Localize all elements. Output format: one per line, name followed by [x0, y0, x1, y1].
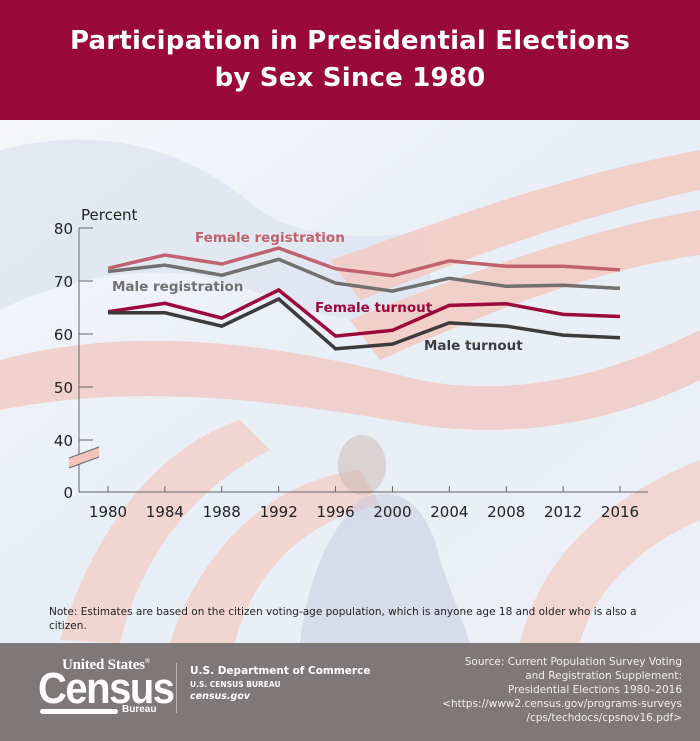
- y-tick-label: 40: [54, 432, 73, 450]
- axis-break-fill: [69, 447, 99, 468]
- source-citation: Source: Current Population Survey Voting…: [392, 655, 682, 725]
- x-tick-label: 2008: [487, 503, 525, 521]
- title-line-1: Participation in Presidential Elections: [70, 26, 630, 56]
- x-tick-label: 1992: [260, 503, 298, 521]
- series-lines: [107, 246, 621, 351]
- axis-break-mark: [68, 446, 100, 459]
- source-line: Source: Current Population Survey Voting: [464, 656, 682, 668]
- y-axis-title: Percent: [81, 206, 138, 224]
- x-tick-label: 1988: [203, 503, 241, 521]
- series-labels: Female registration Male registration Fema…: [112, 230, 523, 354]
- series-line-female-turnout: [107, 287, 621, 338]
- x-tick-label: 1996: [316, 503, 354, 521]
- source-url-line[interactable]: <https://www2.census.gov/programs-survey…: [442, 698, 682, 710]
- source-line: and Registration Supplement:: [525, 670, 682, 682]
- logo-census-wordmark: Census: [38, 665, 175, 713]
- series-line-male-turnout: [108, 296, 621, 351]
- source-url-line[interactable]: /cps/techdocs/cpsnov16.pdf>: [526, 712, 682, 724]
- axes: 0 40 50 60 70 80 Percent 1980 1984 1988 1992 1996 20…: [54, 206, 648, 521]
- x-tick-label: 1980: [89, 503, 127, 521]
- chart-title: Participation in Presidential Elections …: [70, 23, 630, 97]
- line-chart: 0 40 50 60 70 80 Percent 1980 1984 1988 1992 1996 20…: [0, 120, 700, 643]
- footnote: Note: Estimates are based on the citizen…: [49, 606, 637, 632]
- x-tick-label: 2012: [544, 503, 582, 521]
- y-tick-label: 70: [54, 273, 73, 291]
- department-name: U.S. Department of Commerce: [190, 665, 371, 677]
- x-tick-label: 1984: [146, 503, 184, 521]
- y-tick-label: 60: [54, 326, 73, 344]
- x-tick-label: 2004: [430, 503, 468, 521]
- chart-svg: 0 40 50 60 70 80 Percent 1980 1984 1988 1992 1996 20…: [54, 206, 648, 521]
- x-tick-label: 2000: [373, 503, 411, 521]
- logo-united-states: United States®: [62, 657, 150, 673]
- logo-underline: [40, 709, 118, 714]
- axis-break-mark: [68, 456, 100, 469]
- bureau-name: U.S. CENSUS BUREAU: [190, 680, 281, 689]
- series-label-female-turnout: Female turnout: [315, 300, 433, 316]
- y-tick-label: 50: [54, 379, 73, 397]
- title-banner: Participation in Presidential Elections …: [0, 0, 700, 120]
- y-tick-label: 0: [63, 484, 73, 502]
- series-label-male-registration: Male registration: [112, 279, 243, 295]
- y-tick-label: 80: [54, 220, 73, 238]
- title-line-2: by Sex Since 1980: [214, 63, 486, 93]
- x-tick-label: 2016: [601, 503, 639, 521]
- census-bureau-logo[interactable]: United States® Census Bureau: [38, 657, 175, 717]
- source-line: Presidential Elections 1980–2016: [508, 684, 682, 696]
- series-line-female-registration: [107, 246, 621, 278]
- logo-bureau: Bureau: [122, 704, 157, 715]
- footer: United States® Census Bureau U.S. Depart…: [0, 643, 700, 741]
- series-label-female-registration: Female registration: [195, 230, 345, 246]
- footer-divider: [176, 663, 177, 713]
- series-label-male-turnout: Male turnout: [424, 338, 523, 354]
- census-website-link[interactable]: census.gov: [190, 691, 251, 702]
- department-info: U.S. Department of Commerce U.S. CENSUS …: [190, 665, 370, 702]
- series-line-male-registration: [107, 257, 621, 293]
